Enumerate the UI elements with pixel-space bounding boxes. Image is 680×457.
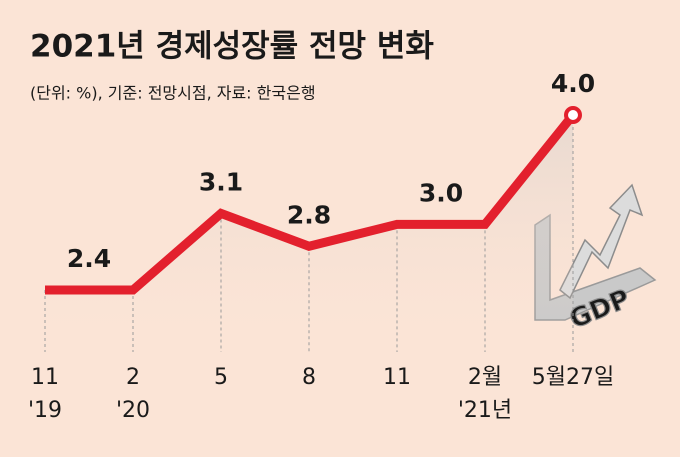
x-tick-label: 5 [214,365,228,390]
x-tick-label: 2월 [468,365,502,390]
x-tick-year: '20 [116,398,150,423]
value-label: 2.4 [67,244,111,273]
value-label: 2.8 [287,200,331,229]
line [45,112,577,295]
x-tick-label: 11 [31,365,59,390]
x-tick-label: 8 [302,365,316,390]
value-label: 3.1 [199,167,243,196]
area-shade [45,115,573,350]
x-tick-label: 5월27일 [532,365,614,390]
value-label: 4.0 [551,69,595,98]
chart-subtitle: (단위: %), 기준: 전망시점, 자료: 한국은행 [30,84,316,103]
value-label: 3.0 [419,178,463,207]
chart-title: 2021년 경제성장률 전망 변화 [30,29,434,65]
x-tick-label: 2 [126,365,140,390]
end-marker [564,106,582,124]
x-tick-year: '19 [28,398,62,423]
x-tick-label: 11 [383,365,411,390]
x-tick-year: '21년 [458,398,512,423]
